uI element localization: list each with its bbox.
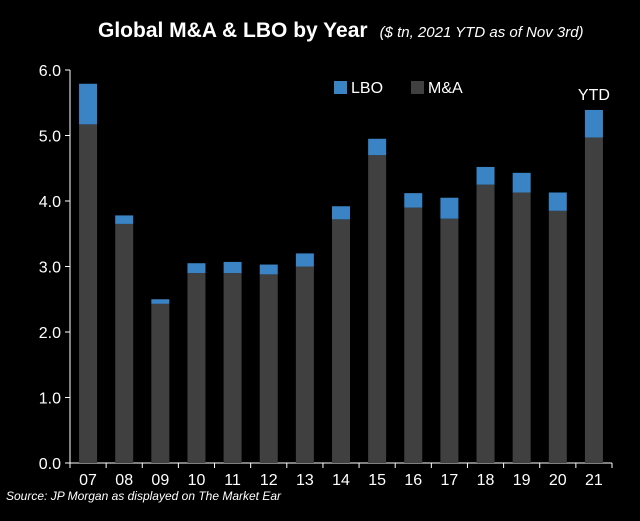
bar-ma-10: [187, 273, 206, 463]
bar-lbo-11: [223, 261, 242, 274]
bar-ma-17: [440, 218, 459, 463]
bar-lbo-15: [368, 138, 387, 156]
bar-lbo-14: [332, 206, 350, 220]
x-tick-label: 18: [477, 472, 495, 489]
bar-ma-19: [512, 192, 531, 464]
bar-ma-12: [259, 274, 278, 463]
x-tick-label: 09: [151, 472, 169, 489]
x-tick-label: 14: [332, 472, 350, 489]
x-tick-label: 16: [404, 472, 422, 489]
bar-lbo-12: [259, 264, 278, 275]
x-tick-label: 20: [549, 472, 567, 489]
bar-lbo-21: [584, 109, 603, 138]
bar-ma-14: [332, 219, 350, 463]
bar-ma-18: [476, 184, 495, 463]
bar-lbo-19: [512, 172, 531, 193]
bar-ma-13: [295, 266, 314, 463]
chart-title-line: Global M&A & LBO by Year ($ tn, 2021 YTD…: [98, 19, 584, 42]
y-tick-label: 6.0: [39, 63, 61, 80]
bar-ma-16: [404, 207, 423, 463]
bar-ma-11: [223, 273, 242, 463]
x-tick-label: 12: [260, 472, 278, 489]
bar-lbo-10: [187, 263, 206, 274]
bar-ma-08: [115, 223, 134, 463]
legend-label-ma: M&A: [428, 80, 463, 97]
source-note: Source: JP Morgan as displayed on The Ma…: [6, 489, 282, 503]
x-tick-label: 15: [368, 472, 386, 489]
x-tick-label: 17: [441, 472, 459, 489]
x-tick-label: 21: [585, 472, 603, 489]
bar-ma-15: [368, 155, 387, 463]
bar-lbo-18: [476, 166, 495, 185]
bar-series: [79, 83, 603, 464]
legend: LBO M&A: [334, 80, 463, 97]
x-tick-label: 07: [79, 472, 97, 489]
legend-swatch-lbo: [334, 81, 347, 94]
bar-ma-21: [584, 137, 603, 463]
x-tick-label: 08: [115, 472, 133, 489]
legend-label-lbo: LBO: [351, 80, 383, 97]
y-tick-label: 2.0: [39, 325, 61, 342]
bar-lbo-07: [79, 83, 98, 125]
x-tick-label: 10: [188, 472, 206, 489]
chart-title: Global M&A & LBO by Year: [98, 19, 368, 42]
x-tick-label: 13: [296, 472, 314, 489]
bar-lbo-09: [151, 299, 170, 304]
bar-lbo-13: [295, 253, 314, 267]
x-axis-ticks: 07 08 09 10 11 12 13 14 15 16 17 18 19 20 21: [69, 463, 613, 489]
bar-ma-09: [151, 303, 170, 463]
bar-lbo-16: [404, 193, 423, 208]
x-tick-label: 19: [513, 472, 531, 489]
bar-lbo-17: [440, 197, 459, 219]
y-tick-label: 3.0: [39, 260, 61, 277]
bar-ma-07: [79, 124, 98, 464]
y-tick-label: 5.0: [39, 129, 61, 146]
ytd-annotation: YTD: [578, 87, 610, 104]
chart-subtitle: ($ tn, 2021 YTD as of Nov 3rd): [380, 24, 584, 41]
bar-lbo-20: [548, 192, 567, 211]
y-tick-label: 1.0: [39, 391, 61, 408]
x-tick-label: 11: [224, 472, 241, 489]
bar-ma-20: [548, 210, 567, 463]
legend-swatch-ma: [411, 81, 424, 94]
bar-lbo-08: [115, 215, 134, 224]
y-tick-label: 0.0: [39, 456, 61, 473]
y-tick-label: 4.0: [39, 194, 61, 211]
y-axis-ticks: 0.0 1.0 2.0 3.0 4.0 5.0 6.0: [39, 63, 70, 473]
